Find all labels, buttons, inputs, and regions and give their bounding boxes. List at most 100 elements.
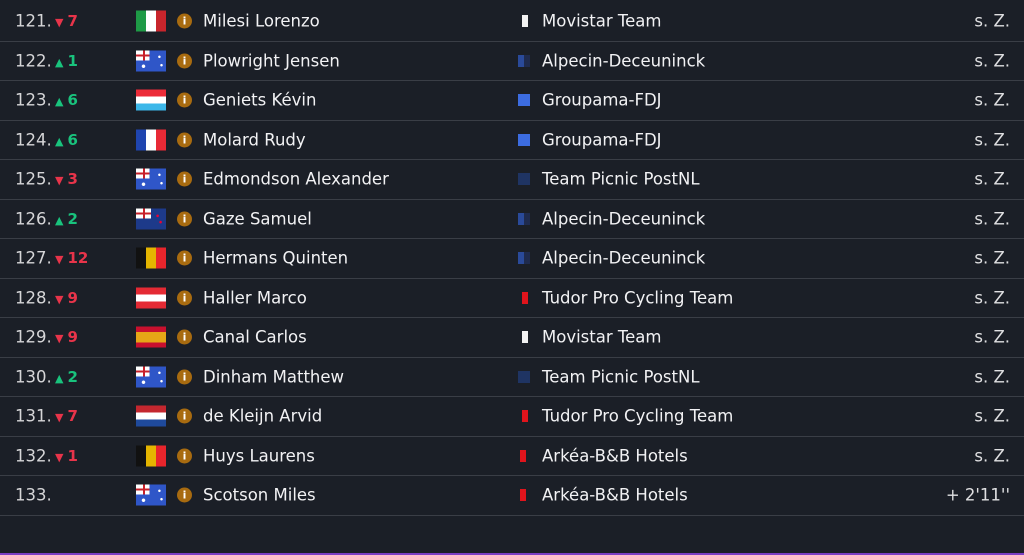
table-row[interactable]: 127. ▼ 12 i Hermans Quinten Alpecin-Deceu…: [0, 239, 1024, 279]
table-row[interactable]: 131. ▼ 7 i de Kleijn Arvid Tudor Pro Cycl…: [0, 397, 1024, 437]
arrow-up-icon: ▲: [55, 213, 64, 227]
info-icon[interactable]: i: [177, 250, 192, 266]
rider-name-link[interactable]: Milesi Lorenzo: [203, 11, 320, 31]
time-gap: s. Z.: [974, 90, 1010, 110]
position-change: ▼ 12: [55, 249, 88, 267]
position-change: ▲ 6: [55, 91, 78, 109]
team-name-link[interactable]: Team Picnic PostNL: [542, 367, 700, 387]
table-row[interactable]: 129. ▼ 9 i Canal Carlos Movistar Team s. …: [0, 318, 1024, 358]
rider-name-link[interactable]: Molard Rudy: [203, 130, 306, 150]
team-name-link[interactable]: Alpecin-Deceuninck: [542, 209, 706, 229]
arrow-down-icon: ▼: [55, 411, 64, 425]
table-row[interactable]: 130. ▲ 2 i Dinham Matthew Team Picnic Pos…: [0, 358, 1024, 397]
info-icon[interactable]: i: [177, 132, 192, 148]
australia-flag-icon: [136, 168, 166, 190]
table-row[interactable]: 121. ▼ 7 i Milesi Lorenzo Movistar Team s…: [0, 2, 1024, 42]
results-table: 121. ▼ 7 i Milesi Lorenzo Movistar Team s…: [0, 2, 1024, 516]
belgium-flag-icon: [136, 445, 166, 467]
team-jersey-icon: [518, 291, 530, 304]
austria-flag-icon: [136, 287, 166, 309]
time-gap: s. Z.: [974, 11, 1010, 31]
position-change: ▲ 6: [55, 131, 78, 149]
arrow-down-icon: ▼: [55, 174, 64, 188]
team-jersey-icon: [518, 94, 530, 107]
rank: 132.: [15, 446, 52, 466]
team-jersey-icon: [518, 133, 530, 146]
team-name-link[interactable]: Arkéa-B&B Hotels: [542, 446, 688, 466]
time-gap: s. Z.: [974, 367, 1010, 387]
rider-name-link[interactable]: Hermans Quinten: [203, 248, 349, 268]
team-name-link[interactable]: Tudor Pro Cycling Team: [542, 288, 734, 308]
info-icon[interactable]: i: [177, 369, 192, 385]
arrow-down-icon: ▼: [55, 332, 64, 346]
table-row[interactable]: 123. ▲ 6 i Geniets Kévin Groupama-FDJ s. …: [0, 81, 1024, 121]
time-gap: + 2'11'': [945, 485, 1010, 505]
info-icon[interactable]: i: [177, 171, 192, 187]
team-name-link[interactable]: Alpecin-Deceuninck: [542, 51, 706, 71]
rank: 131.: [15, 406, 52, 426]
change-value: 7: [67, 12, 78, 31]
time-gap: s. Z.: [974, 51, 1010, 71]
info-icon[interactable]: i: [177, 92, 192, 108]
info-icon[interactable]: i: [177, 211, 192, 227]
rider-name-link[interactable]: Dinham Matthew: [203, 367, 345, 387]
table-row[interactable]: 125. ▼ 3 i Edmondson Alexander Team Picni…: [0, 160, 1024, 200]
position-change: ▼ 7: [55, 12, 78, 30]
info-icon[interactable]: i: [177, 53, 192, 69]
team-name-link[interactable]: Tudor Pro Cycling Team: [542, 406, 734, 426]
change-value: 6: [67, 91, 78, 110]
team-name-link[interactable]: Movistar Team: [542, 327, 662, 347]
time-gap: s. Z.: [974, 169, 1010, 189]
rider-name-link[interactable]: Geniets Kévin: [203, 90, 317, 110]
arrow-down-icon: ▼: [55, 253, 64, 267]
arrow-down-icon: ▼: [55, 16, 64, 30]
spain-flag-icon: [136, 326, 166, 348]
netherlands-flag-icon: [136, 405, 166, 427]
rider-name-link[interactable]: Canal Carlos: [203, 327, 307, 347]
rank: 133.: [15, 485, 52, 505]
time-gap: s. Z.: [974, 288, 1010, 308]
info-icon[interactable]: i: [177, 329, 192, 345]
table-row[interactable]: 124. ▲ 6 i Molard Rudy Groupama-FDJ s. Z.: [0, 121, 1024, 160]
info-icon[interactable]: i: [177, 408, 192, 424]
australia-flag-icon: [136, 366, 166, 388]
rank: 122.: [15, 51, 52, 71]
team-jersey-icon: [518, 331, 530, 344]
info-icon[interactable]: i: [177, 487, 192, 503]
team-name-link[interactable]: Arkéa-B&B Hotels: [542, 485, 688, 505]
rider-name-link[interactable]: de Kleijn Arvid: [203, 406, 323, 426]
table-row[interactable]: 132. ▼ 1 i Huys Laurens Arkéa-B&B Hotels …: [0, 437, 1024, 476]
team-name-link[interactable]: Team Picnic PostNL: [542, 169, 700, 189]
time-gap: s. Z.: [974, 209, 1010, 229]
rank: 125.: [15, 169, 52, 189]
info-icon[interactable]: i: [177, 13, 192, 29]
position-change: ▼ 9: [55, 328, 78, 346]
info-icon[interactable]: i: [177, 448, 192, 464]
rider-name-link[interactable]: Gaze Samuel: [203, 209, 312, 229]
rank: 123.: [15, 90, 52, 110]
change-value: 9: [67, 328, 78, 347]
team-name-link[interactable]: Groupama-FDJ: [542, 130, 662, 150]
team-jersey-icon: [518, 212, 530, 225]
team-name-link[interactable]: Movistar Team: [542, 11, 662, 31]
table-row[interactable]: 128. ▼ 9 i Haller Marco Tudor Pro Cycling…: [0, 279, 1024, 318]
team-jersey-icon: [518, 173, 530, 186]
table-row[interactable]: 133. i Scotson Miles Arkéa-B&B Hotels + …: [0, 476, 1024, 516]
rider-name-link[interactable]: Scotson Miles: [203, 485, 316, 505]
change-value: 1: [67, 51, 78, 70]
australia-flag-icon: [136, 484, 166, 506]
info-icon[interactable]: i: [177, 290, 192, 306]
table-row[interactable]: 126. ▲ 2 i Gaze Samuel Alpecin-Deceuninck…: [0, 200, 1024, 239]
team-name-link[interactable]: Groupama-FDJ: [542, 90, 662, 110]
table-row[interactable]: 122. ▲ 1 i Plowright Jensen Alpecin-Deceu…: [0, 42, 1024, 81]
change-value: 7: [67, 407, 78, 426]
rank: 128.: [15, 288, 52, 308]
rider-name-link[interactable]: Haller Marco: [203, 288, 307, 308]
rider-name-link[interactable]: Edmondson Alexander: [203, 169, 389, 189]
team-jersey-icon: [518, 54, 530, 67]
team-name-link[interactable]: Alpecin-Deceuninck: [542, 248, 706, 268]
arrow-up-icon: ▲: [55, 134, 64, 148]
time-gap: s. Z.: [974, 248, 1010, 268]
rider-name-link[interactable]: Plowright Jensen: [203, 51, 340, 71]
rider-name-link[interactable]: Huys Laurens: [203, 446, 315, 466]
